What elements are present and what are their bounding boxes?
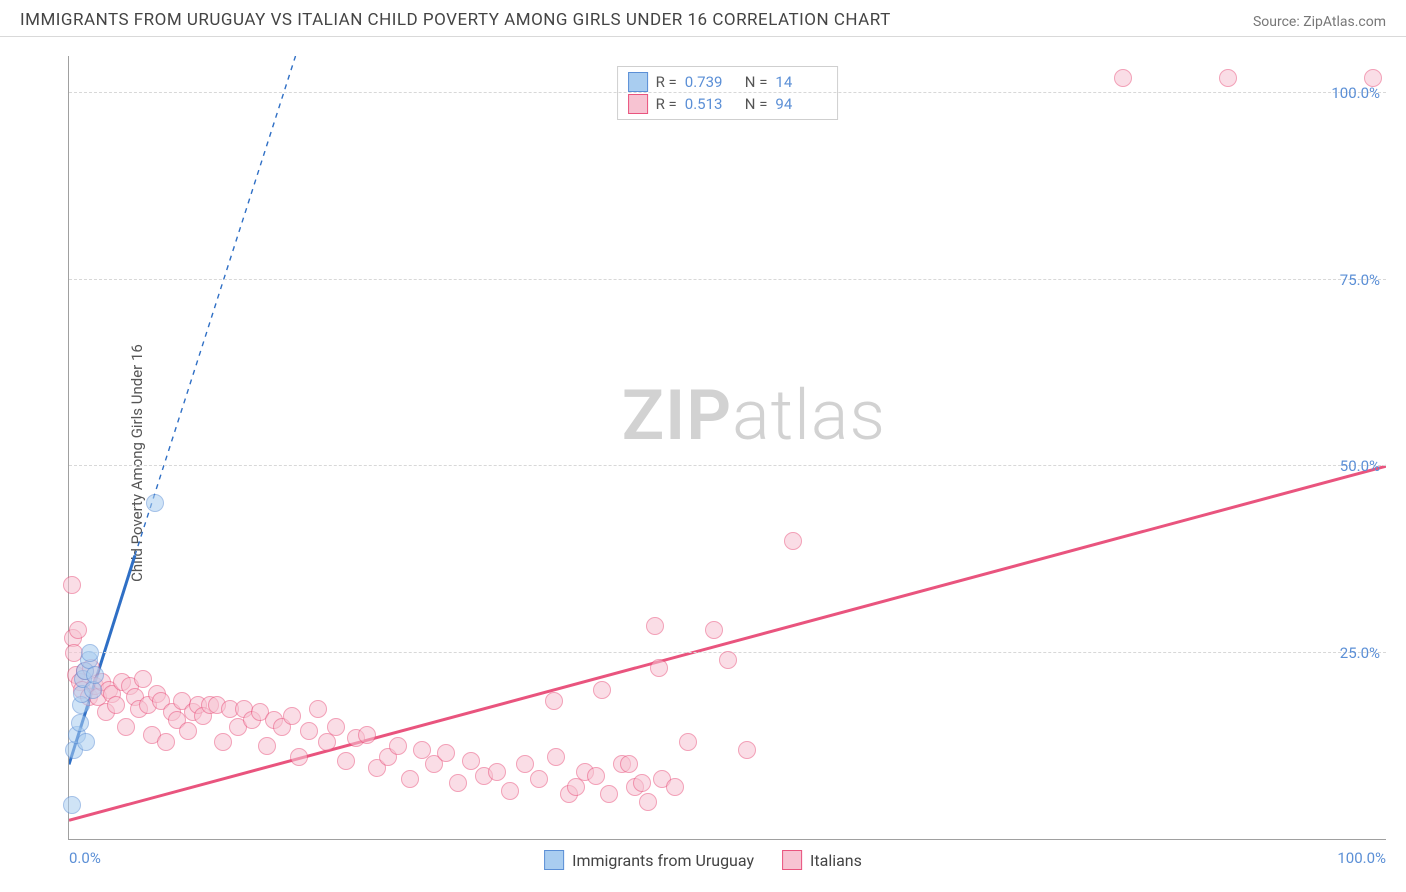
y-tick-label: 50.0% (1340, 457, 1380, 475)
data-point (516, 755, 534, 773)
r-label: R = (656, 95, 677, 113)
data-point (1114, 69, 1132, 87)
n-value-uruguay: 14 (775, 73, 827, 91)
r-value-italians: 0.513 (685, 95, 737, 113)
data-point (593, 681, 611, 699)
legend-row-uruguay: R = 0.739 N = 14 (628, 71, 828, 93)
data-point (705, 621, 723, 639)
data-point (146, 494, 164, 512)
data-point (501, 782, 519, 800)
data-point (283, 707, 301, 725)
watermark-bold: ZIP (622, 375, 732, 457)
n-label: N = (745, 73, 768, 91)
n-value-italians: 94 (775, 95, 827, 113)
data-point (650, 659, 668, 677)
data-point (488, 763, 506, 781)
data-point (358, 726, 376, 744)
data-point (600, 785, 618, 803)
legend-label-uruguay: Immigrants from Uruguay (572, 851, 754, 870)
y-tick-label: 75.0% (1340, 271, 1380, 289)
n-label: N = (745, 95, 768, 113)
data-point (86, 666, 104, 684)
source-label: Source: (1253, 14, 1300, 30)
legend-item-italians: Italians (782, 850, 862, 870)
data-point (300, 722, 318, 740)
data-point (117, 718, 135, 736)
data-point (69, 621, 87, 639)
gridline (69, 279, 1386, 280)
r-label: R = (656, 73, 677, 91)
data-point (587, 767, 605, 785)
data-point (63, 796, 81, 814)
data-point (679, 733, 697, 751)
legend-item-uruguay: Immigrants from Uruguay (544, 850, 754, 870)
source-name: ZipAtlas.com (1303, 14, 1386, 30)
watermark-light: atlas (732, 375, 886, 457)
gridline (69, 92, 1386, 93)
data-point (462, 752, 480, 770)
data-point (545, 692, 563, 710)
data-point (214, 733, 232, 751)
swatch-uruguay (628, 72, 648, 92)
data-point (620, 755, 638, 773)
data-point (389, 737, 407, 755)
data-point (179, 722, 197, 740)
gridline (69, 465, 1386, 466)
r-value-uruguay: 0.739 (685, 73, 737, 91)
swatch-italians-icon (782, 850, 802, 870)
source-attribution: Source: ZipAtlas.com (1253, 14, 1386, 30)
data-point (437, 744, 455, 762)
series-legend: Immigrants from Uruguay Italians (544, 850, 862, 870)
data-point (81, 644, 99, 662)
data-point (134, 670, 152, 688)
data-point (337, 752, 355, 770)
data-point (258, 737, 276, 755)
watermark: ZIPatlas (622, 375, 886, 457)
data-point (309, 700, 327, 718)
data-point (666, 778, 684, 796)
data-point (327, 718, 345, 736)
swatch-italians (628, 94, 648, 114)
data-point (719, 651, 737, 669)
data-point (1364, 69, 1382, 87)
data-point (77, 733, 95, 751)
data-point (530, 770, 548, 788)
legend-row-italians: R = 0.513 N = 94 (628, 93, 828, 115)
chart-title: IMMIGRANTS FROM URUGUAY VS ITALIAN CHILD… (20, 10, 891, 30)
data-point (157, 733, 175, 751)
data-point (633, 774, 651, 792)
data-point (784, 532, 802, 550)
x-tick-label: 100.0% (1337, 849, 1386, 867)
plot-area: ZIPatlas R = 0.739 N = 14 R = 0.513 N = … (68, 56, 1386, 840)
data-point (71, 714, 89, 732)
chart-container: Child Poverty Among Girls Under 16 ZIPat… (20, 44, 1386, 882)
data-point (449, 774, 467, 792)
data-point (1219, 69, 1237, 87)
y-tick-label: 25.0% (1340, 644, 1380, 662)
legend-label-italians: Italians (810, 851, 862, 870)
data-point (107, 696, 125, 714)
data-point (63, 576, 81, 594)
data-point (290, 748, 308, 766)
data-point (401, 770, 419, 788)
header: IMMIGRANTS FROM URUGUAY VS ITALIAN CHILD… (0, 0, 1406, 37)
data-point (547, 748, 565, 766)
data-point (639, 793, 657, 811)
x-tick-label: 0.0% (69, 849, 101, 867)
data-point (646, 617, 664, 635)
swatch-uruguay-icon (544, 850, 564, 870)
data-point (738, 741, 756, 759)
data-point (567, 778, 585, 796)
